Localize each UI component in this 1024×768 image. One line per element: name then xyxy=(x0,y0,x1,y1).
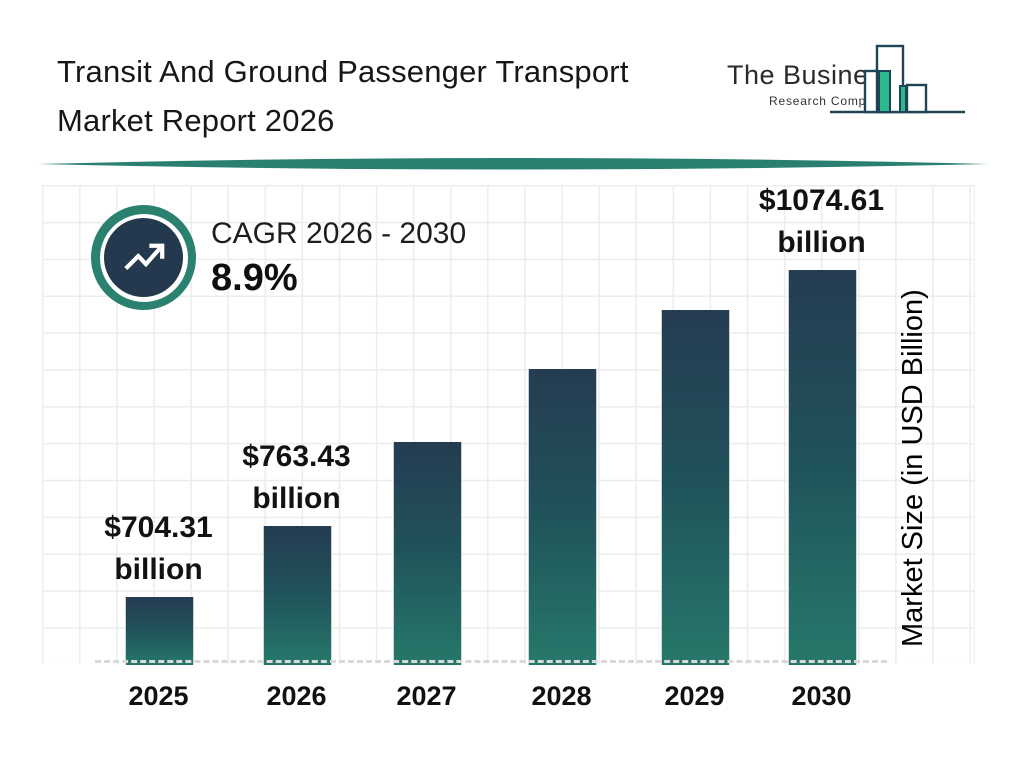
page-title-line2: Market Report 2026 xyxy=(57,103,335,138)
value-label-amount: $704.31 xyxy=(104,511,213,544)
bar-2029 xyxy=(661,310,730,665)
divider-lens xyxy=(38,158,988,170)
value-label-amount: $763.43 xyxy=(242,440,351,473)
bar-2027 xyxy=(393,442,462,665)
x-axis-label-2026: 2026 xyxy=(266,681,327,711)
page-title-line1: Transit And Ground Passenger Transport xyxy=(57,54,629,89)
value-label-unit: billion xyxy=(777,226,866,259)
x-axis-label-2030: 2030 xyxy=(791,681,852,711)
logo-text-secondary: Research Company xyxy=(769,94,888,108)
cagr-period-label: CAGR 2026 - 2030 xyxy=(211,217,467,250)
cagr-badge xyxy=(91,205,196,310)
cagr-badge-circle xyxy=(104,218,183,297)
x-axis-label-2028: 2028 xyxy=(531,681,592,711)
x-axis-label-2027: 2027 xyxy=(396,681,457,711)
value-label-2030: $1074.61 billion xyxy=(707,180,937,264)
page-title: Transit And Ground Passenger Transport M… xyxy=(57,47,717,145)
bar-skyline-icon xyxy=(830,44,965,114)
value-label-2025: $704.31 billion xyxy=(44,507,274,591)
bar-2030 xyxy=(788,270,857,665)
x-axis-label-2029: 2029 xyxy=(664,681,725,711)
value-label-amount: $1074.61 xyxy=(758,184,885,217)
value-label-unit: billion xyxy=(252,482,341,515)
value-label-unit: billion xyxy=(114,553,203,586)
y-axis-label: Market Size (in USD Billion) xyxy=(897,289,929,647)
bar-2028 xyxy=(528,369,597,665)
bar-2025 xyxy=(125,597,194,665)
cagr-value: 8.9% xyxy=(211,257,298,299)
x-axis-label-2025: 2025 xyxy=(128,681,189,711)
chart-baseline xyxy=(95,660,887,663)
company-logo: The Business Research Company xyxy=(722,34,988,130)
value-label-2026: $763.43 billion xyxy=(182,436,412,520)
bar-2026 xyxy=(263,526,332,665)
cagr-badge-ring xyxy=(99,213,188,302)
trending-up-icon xyxy=(123,243,164,270)
